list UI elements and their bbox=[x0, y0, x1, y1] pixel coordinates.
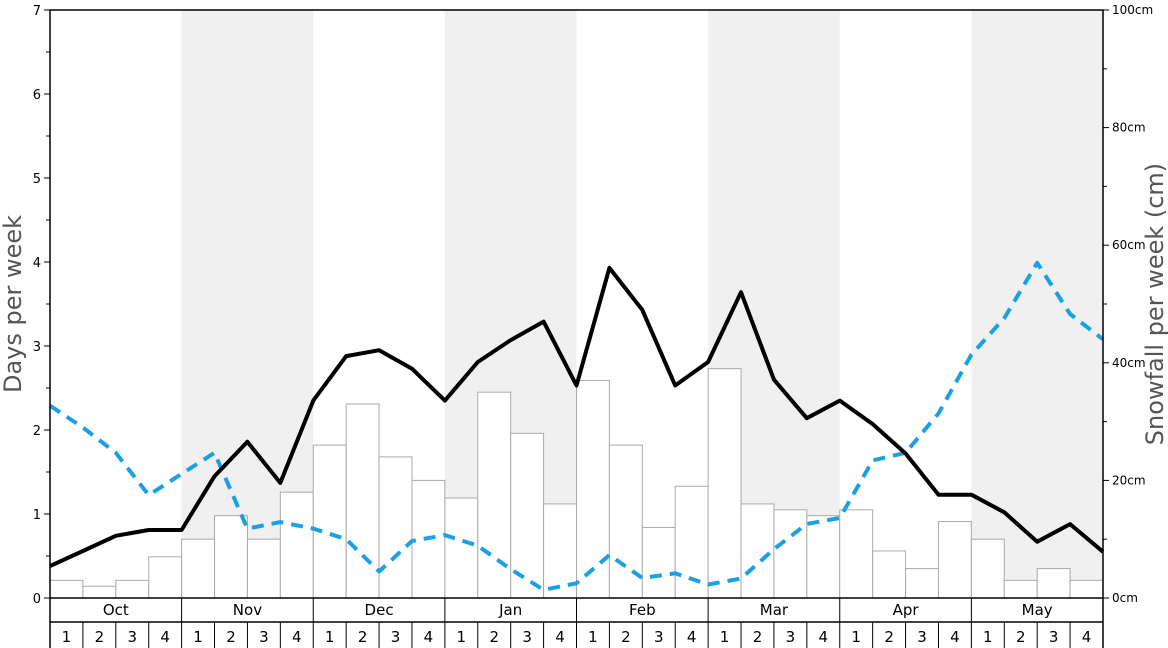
bar bbox=[214, 515, 248, 599]
month-label: Jan bbox=[498, 601, 522, 619]
month-label: Apr bbox=[893, 601, 920, 619]
bar bbox=[378, 456, 413, 599]
week-label: 3 bbox=[1049, 628, 1059, 646]
bar bbox=[444, 497, 479, 599]
bar bbox=[543, 503, 577, 599]
week-label: 2 bbox=[1016, 628, 1026, 646]
left-tick-label: 2 bbox=[33, 424, 41, 439]
right-axis: 0cm 20cm 40cm 60cm 80cm 100cm bbox=[1103, 3, 1153, 605]
week-label: 1 bbox=[588, 628, 598, 646]
week-label: 3 bbox=[522, 628, 532, 646]
week-label: 1 bbox=[457, 628, 467, 646]
left-axis-title: Days per week bbox=[0, 215, 27, 393]
bar bbox=[806, 515, 841, 599]
bar bbox=[674, 485, 709, 599]
bar bbox=[937, 521, 972, 599]
line-series bbox=[48, 260, 1105, 592]
week-label: 4 bbox=[160, 628, 170, 646]
bar bbox=[773, 509, 808, 599]
shade-may bbox=[971, 10, 1103, 598]
bar bbox=[279, 491, 314, 599]
left-tick-label: 3 bbox=[33, 340, 41, 355]
x-axis-months-weeks: Oct 1 2 3 4 Nov 1 2 3 4 Dec 1 2 3 4 Jan 1 2 3 4 Feb 1 2 3 4 Mar 1 2… bbox=[49, 598, 1104, 648]
week-label: 1 bbox=[325, 628, 335, 646]
week-label: 4 bbox=[555, 628, 565, 646]
week-label: 4 bbox=[1082, 628, 1092, 646]
month-label: Mar bbox=[760, 601, 789, 619]
left-tick-label: 0 bbox=[33, 592, 41, 607]
alternate-month-shading bbox=[181, 10, 1103, 598]
bars-days-per-week bbox=[49, 368, 1104, 599]
week-label: 2 bbox=[884, 628, 894, 646]
right-tick-label: 100cm bbox=[1112, 3, 1153, 17]
week-label: 4 bbox=[687, 628, 697, 646]
month-label: May bbox=[1022, 601, 1053, 619]
week-label: 3 bbox=[786, 628, 796, 646]
bar bbox=[872, 550, 907, 599]
left-axis: 0 1 2 3 4 5 6 7 bbox=[33, 4, 50, 607]
week-label: 3 bbox=[259, 628, 269, 646]
right-tick-label: 80cm bbox=[1112, 121, 1146, 135]
right-tick-label: 60cm bbox=[1112, 238, 1146, 252]
month-label: Nov bbox=[233, 601, 262, 619]
left-tick-label: 4 bbox=[33, 256, 41, 271]
week-label: 2 bbox=[489, 628, 499, 646]
week-label: 2 bbox=[621, 628, 631, 646]
month-label: Oct bbox=[103, 601, 129, 619]
week-label: 3 bbox=[654, 628, 664, 646]
right-axis-title: Snowfall per week (cm) bbox=[1141, 163, 1168, 445]
bar bbox=[1003, 579, 1038, 599]
month-label: Dec bbox=[365, 601, 394, 619]
week-label: 2 bbox=[95, 628, 105, 646]
left-tick-label: 6 bbox=[33, 88, 41, 103]
week-label: 4 bbox=[292, 628, 302, 646]
week-label: 2 bbox=[358, 628, 368, 646]
week-label: 1 bbox=[983, 628, 993, 646]
week-label: 2 bbox=[226, 628, 236, 646]
week-label: 3 bbox=[391, 628, 401, 646]
left-tick-label: 1 bbox=[33, 508, 41, 523]
week-label: 1 bbox=[193, 628, 203, 646]
bar bbox=[345, 403, 380, 599]
bar bbox=[707, 368, 742, 599]
week-label: 1 bbox=[851, 628, 861, 646]
week-label: 3 bbox=[917, 628, 927, 646]
snowfall-dashed-line bbox=[48, 260, 1105, 592]
bar bbox=[148, 556, 183, 599]
week-label: 2 bbox=[753, 628, 763, 646]
week-label: 3 bbox=[127, 628, 137, 646]
left-tick-label: 5 bbox=[33, 172, 41, 187]
bar bbox=[82, 585, 117, 599]
bar bbox=[1036, 568, 1071, 599]
bar bbox=[181, 538, 216, 599]
bar bbox=[839, 509, 874, 599]
month-label: Feb bbox=[629, 601, 656, 619]
bar bbox=[905, 568, 939, 599]
bar bbox=[740, 503, 775, 599]
bar bbox=[576, 379, 610, 599]
week-label: 1 bbox=[720, 628, 730, 646]
right-tick-label: 40cm bbox=[1112, 356, 1146, 370]
bar bbox=[115, 579, 150, 599]
bar bbox=[49, 579, 84, 599]
right-tick-label: 20cm bbox=[1112, 473, 1146, 487]
days-solid-line bbox=[49, 265, 1105, 568]
week-label: 4 bbox=[424, 628, 434, 646]
right-tick-label: 0cm bbox=[1112, 591, 1138, 605]
bar bbox=[312, 444, 347, 599]
bar bbox=[1069, 579, 1104, 599]
bar bbox=[641, 526, 676, 599]
bar bbox=[970, 538, 1005, 599]
week-label: 4 bbox=[950, 628, 960, 646]
week-label: 4 bbox=[819, 628, 829, 646]
week-label: 1 bbox=[62, 628, 72, 646]
bar bbox=[246, 538, 281, 599]
left-tick-label: 7 bbox=[33, 4, 41, 19]
